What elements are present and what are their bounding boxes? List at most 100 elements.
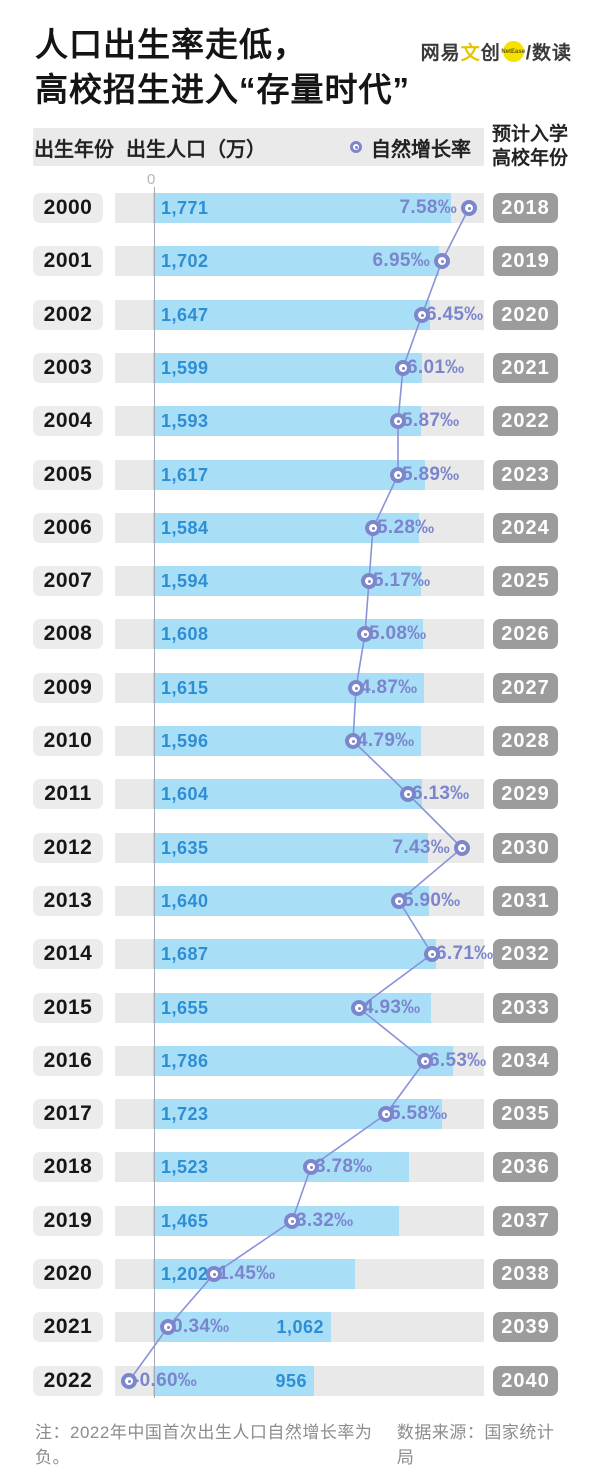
- rate-point-icon: [461, 200, 477, 216]
- rate-value: 6.45‰: [426, 304, 484, 325]
- college-year-badge: 2021: [493, 353, 558, 383]
- rate-point-core-icon: [401, 366, 405, 370]
- college-year-badge: 2023: [493, 460, 558, 490]
- rate-point-core-icon: [290, 1219, 294, 1223]
- chart-row: 2013 1,640 5.90‰ 2031: [0, 886, 600, 916]
- chart-row: 2011 1,604 6.13‰ 2029: [0, 779, 600, 809]
- year-label: 2016: [33, 1046, 103, 1076]
- rate-value: 7.58‰: [399, 197, 457, 218]
- rate-point-icon: [357, 626, 373, 642]
- rate-point-icon: [434, 253, 450, 269]
- brand-logo: 网易文创 NetEase /数读: [421, 38, 572, 65]
- rate-value: 5.87‰: [402, 410, 460, 431]
- column-header-strip: 出生年份 出生人口（万） 自然增长率: [33, 128, 484, 166]
- rate-point-core-icon: [384, 1112, 388, 1116]
- population-value: 1,584: [161, 518, 209, 538]
- rate-value: 5.28‰: [377, 517, 435, 538]
- rate-value: 7.43‰: [392, 837, 450, 858]
- population-value: 1,647: [161, 305, 209, 325]
- chart-row: 2022 956 -0.60‰ 2040: [0, 1366, 600, 1396]
- chart-row: 2018 1,523 3.78‰ 2036: [0, 1152, 600, 1182]
- rate-point-core-icon: [467, 206, 471, 210]
- rate-point-icon: [365, 520, 381, 536]
- population-value: 1,062: [276, 1317, 324, 1337]
- chart-row: 2012 1,635 7.43‰ 2030: [0, 833, 600, 863]
- college-year-badge: 2022: [493, 406, 558, 436]
- chart-row: 2010 1,596 4.79‰ 2028: [0, 726, 600, 756]
- rate-point-core-icon: [309, 1165, 313, 1169]
- rate-point-core-icon: [423, 1059, 427, 1063]
- rate-point-core-icon: [127, 1379, 131, 1383]
- college-year-badge: 2025: [493, 566, 558, 596]
- rate-value: 6.95‰: [372, 250, 430, 271]
- logo-text-shudu: /数读: [525, 43, 572, 64]
- title-line-2: 高校招生进入“存量时代”: [35, 71, 410, 108]
- logo-text-chuang: 创: [480, 43, 501, 64]
- year-label: 2002: [33, 300, 103, 330]
- college-year-badge: 2037: [493, 1206, 558, 1236]
- rate-point-core-icon: [460, 846, 464, 850]
- rate-point-icon: [160, 1319, 176, 1335]
- chart-row: 2003 1,599 6.01‰ 2021: [0, 353, 600, 383]
- population-value: 1,640: [161, 891, 209, 911]
- rate-value: 6.53‰: [429, 1050, 487, 1071]
- rate-point-icon: [395, 360, 411, 376]
- college-year-badge: 2035: [493, 1099, 558, 1129]
- chart-row: 2008 1,608 5.08‰ 2026: [0, 619, 600, 649]
- rate-value: 0.34‰: [172, 1316, 230, 1337]
- rate-value: 4.79‰: [357, 730, 415, 751]
- population-value: 1,615: [161, 678, 209, 698]
- legend-dot-icon: [350, 141, 362, 153]
- population-value: 1,655: [161, 998, 209, 1018]
- chart-row: 2007 1,594 5.17‰ 2025: [0, 566, 600, 596]
- college-year-badge: 2031: [493, 886, 558, 916]
- year-label: 2006: [33, 513, 103, 543]
- year-label: 2013: [33, 886, 103, 916]
- rate-value: 1.45‰: [218, 1263, 276, 1284]
- rate-value: 5.90‰: [403, 890, 461, 911]
- rate-point-icon: [345, 733, 361, 749]
- year-label: 2005: [33, 460, 103, 490]
- chart-row: 2014 1,687 6.71‰ 2032: [0, 939, 600, 969]
- title-line-1: 人口出生率走低，: [35, 26, 307, 63]
- population-value: 1,771: [161, 198, 209, 218]
- population-value: 1,465: [161, 1211, 209, 1231]
- chart-row: 2016 1,786 6.53‰ 2034: [0, 1046, 600, 1076]
- year-label: 2012: [33, 833, 103, 863]
- rate-point-icon: [378, 1106, 394, 1122]
- college-year-badge: 2036: [493, 1152, 558, 1182]
- college-year-badge: 2033: [493, 993, 558, 1023]
- year-label: 2001: [33, 246, 103, 276]
- population-value: 1,604: [161, 784, 209, 804]
- year-label: 2017: [33, 1099, 103, 1129]
- chart-row: 2009 1,615 4.87‰ 2027: [0, 673, 600, 703]
- rate-value: 4.87‰: [360, 677, 418, 698]
- rate-point-icon: [390, 413, 406, 429]
- year-label: 2019: [33, 1206, 103, 1236]
- year-label: 2022: [33, 1366, 103, 1396]
- rate-point-icon: [454, 840, 470, 856]
- chart-row: 2004 1,593 5.87‰ 2022: [0, 406, 600, 436]
- rate-point-core-icon: [420, 313, 424, 317]
- college-year-badge: 2024: [493, 513, 558, 543]
- year-label: 2007: [33, 566, 103, 596]
- chart-row: 2019 1,465 3.32‰ 2037: [0, 1206, 600, 1236]
- college-year-badge: 2039: [493, 1312, 558, 1342]
- rate-point-icon: [417, 1053, 433, 1069]
- column-header-college-year: 预计入学 高校年份: [486, 123, 568, 171]
- rate-point-core-icon: [396, 473, 400, 477]
- rate-point-core-icon: [397, 899, 401, 903]
- college-year-badge: 2029: [493, 779, 558, 809]
- year-label: 2014: [33, 939, 103, 969]
- rate-point-core-icon: [351, 739, 355, 743]
- year-label: 2000: [33, 193, 103, 223]
- year-label: 2004: [33, 406, 103, 436]
- column-header-birth-year: 出生年份: [34, 138, 114, 161]
- rate-value: 4.93‰: [363, 997, 421, 1018]
- year-label: 2015: [33, 993, 103, 1023]
- rate-value: 5.08‰: [369, 623, 427, 644]
- rate-point-core-icon: [166, 1325, 170, 1329]
- population-value: 1,617: [161, 465, 209, 485]
- legend-label: 自然增长率: [371, 138, 471, 161]
